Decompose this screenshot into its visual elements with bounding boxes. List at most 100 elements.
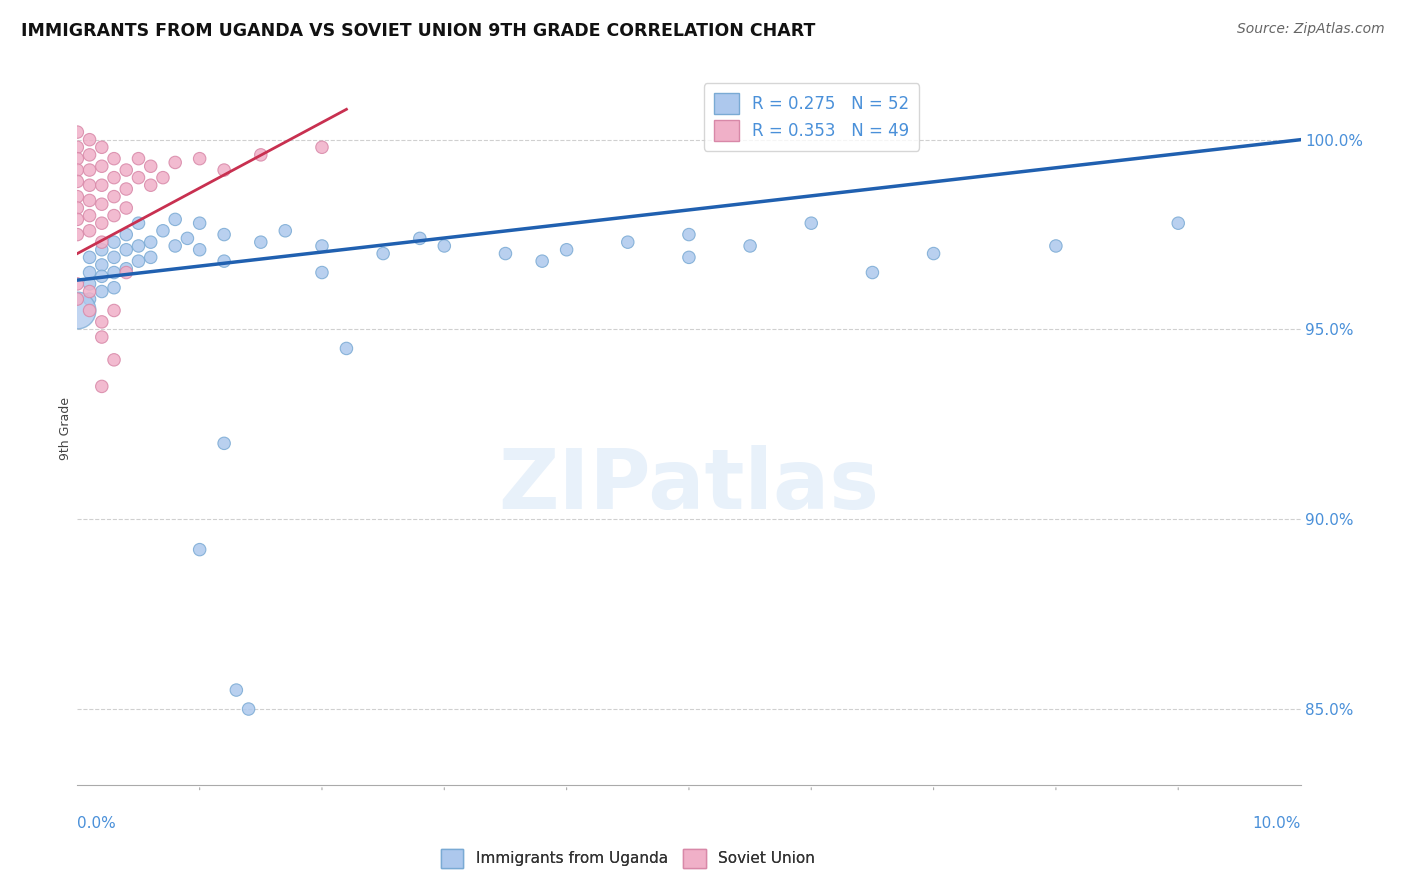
Point xyxy=(165,155,187,169)
Point xyxy=(740,239,762,253)
Point xyxy=(66,163,89,178)
Point xyxy=(79,133,101,147)
Point xyxy=(66,152,89,166)
Point xyxy=(188,152,211,166)
Point xyxy=(90,379,112,393)
Point xyxy=(152,224,174,238)
Point xyxy=(409,231,432,245)
Text: Source: ZipAtlas.com: Source: ZipAtlas.com xyxy=(1237,22,1385,37)
Point xyxy=(79,148,101,162)
Point xyxy=(103,266,125,280)
Point xyxy=(90,330,112,344)
Point xyxy=(922,246,945,260)
Point xyxy=(79,209,101,223)
Point xyxy=(90,235,112,249)
Point xyxy=(103,209,125,223)
Point xyxy=(66,292,89,306)
Point xyxy=(66,174,89,188)
Point xyxy=(139,178,162,193)
Point xyxy=(79,224,101,238)
Point xyxy=(495,246,517,260)
Point xyxy=(188,216,211,230)
Point xyxy=(139,251,162,265)
Point xyxy=(103,189,125,203)
Point xyxy=(79,266,101,280)
Point xyxy=(127,239,149,253)
Point xyxy=(188,542,211,557)
Point xyxy=(115,182,138,196)
Point xyxy=(311,266,333,280)
Point xyxy=(103,303,125,318)
Point xyxy=(79,303,101,318)
Point xyxy=(115,201,138,215)
Text: 10.0%: 10.0% xyxy=(1253,816,1301,831)
Point xyxy=(66,212,89,227)
Point xyxy=(66,189,89,203)
Point xyxy=(1045,239,1067,253)
Point xyxy=(115,261,138,276)
Point xyxy=(127,152,149,166)
Point xyxy=(800,216,823,230)
Point xyxy=(103,152,125,166)
Point xyxy=(66,227,89,242)
Point xyxy=(115,227,138,242)
Point xyxy=(79,178,101,193)
Point xyxy=(103,281,125,295)
Point xyxy=(66,125,89,139)
Point xyxy=(127,170,149,185)
Point xyxy=(176,231,198,245)
Point xyxy=(90,178,112,193)
Point xyxy=(433,239,456,253)
Point xyxy=(103,170,125,185)
Point xyxy=(90,258,112,272)
Point xyxy=(212,227,235,242)
Point xyxy=(79,194,101,208)
Y-axis label: 9th Grade: 9th Grade xyxy=(59,397,72,459)
Point xyxy=(90,269,112,284)
Point xyxy=(115,163,138,178)
Point xyxy=(165,239,187,253)
Point xyxy=(862,266,884,280)
Point xyxy=(139,159,162,173)
Point xyxy=(311,239,333,253)
Legend: Immigrants from Uganda, Soviet Union: Immigrants from Uganda, Soviet Union xyxy=(434,843,821,873)
Point xyxy=(225,683,247,698)
Point xyxy=(531,254,554,268)
Point xyxy=(90,285,112,299)
Point xyxy=(617,235,640,249)
Point xyxy=(371,246,394,260)
Point xyxy=(115,266,138,280)
Point xyxy=(212,254,235,268)
Point xyxy=(66,277,89,291)
Point xyxy=(90,216,112,230)
Text: 0.0%: 0.0% xyxy=(77,816,117,831)
Point xyxy=(115,243,138,257)
Point xyxy=(152,170,174,185)
Point xyxy=(250,235,273,249)
Point xyxy=(90,197,112,211)
Point xyxy=(103,251,125,265)
Point xyxy=(90,243,112,257)
Point xyxy=(127,254,149,268)
Point xyxy=(79,285,101,299)
Point xyxy=(79,163,101,178)
Point xyxy=(212,163,235,178)
Point xyxy=(188,243,211,257)
Point xyxy=(90,315,112,329)
Point xyxy=(139,235,162,249)
Point xyxy=(678,227,700,242)
Point xyxy=(90,159,112,173)
Point xyxy=(66,140,89,154)
Point xyxy=(335,342,357,356)
Point xyxy=(274,224,297,238)
Point xyxy=(250,148,273,162)
Point xyxy=(1167,216,1189,230)
Point xyxy=(555,243,578,257)
Point xyxy=(127,216,149,230)
Point xyxy=(212,436,235,450)
Point xyxy=(66,201,89,215)
Point xyxy=(79,277,101,291)
Point xyxy=(165,212,187,227)
Point xyxy=(79,292,101,306)
Point xyxy=(103,352,125,367)
